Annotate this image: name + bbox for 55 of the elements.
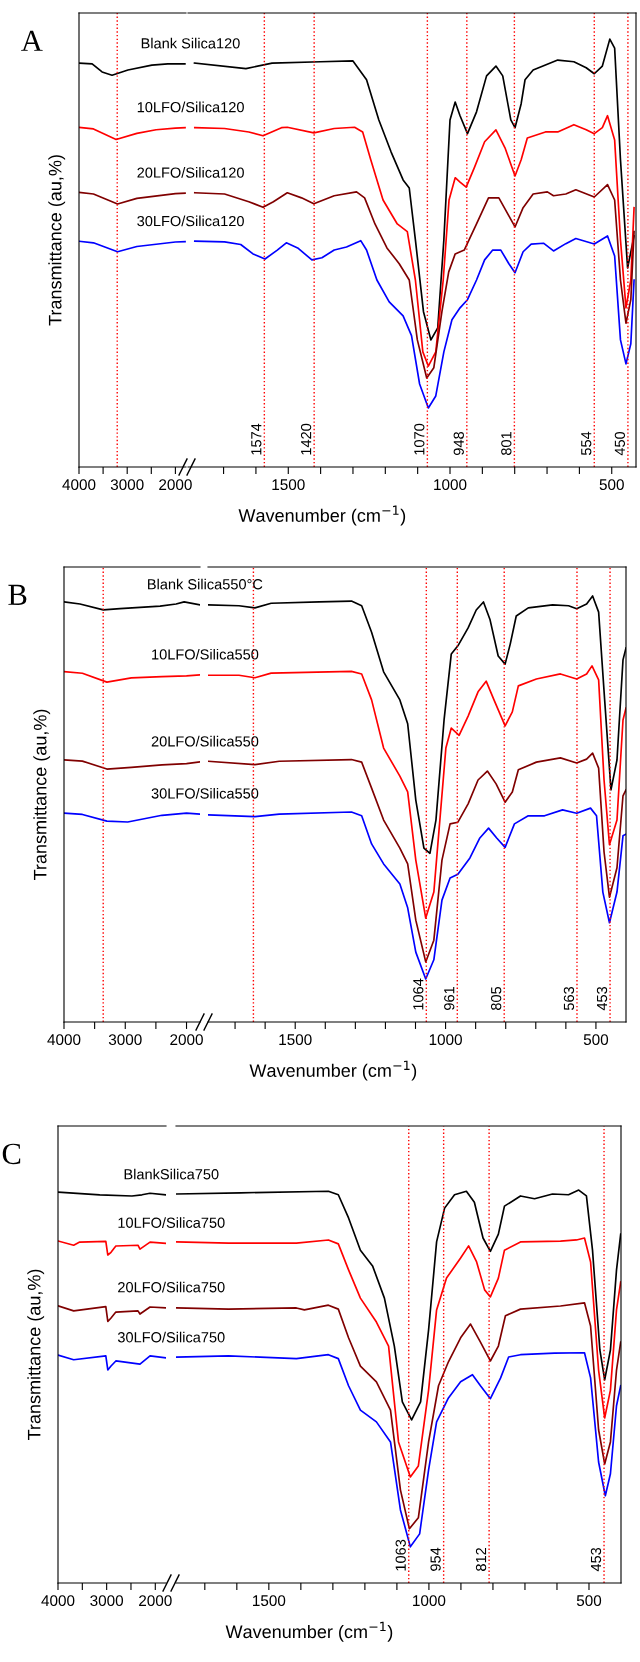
x-tick-label: 3000 (90, 1595, 124, 1607)
x-tick-label: 500 (599, 479, 624, 491)
x-tick-label: 1000 (413, 1595, 446, 1607)
ref-line-label: 1070 (414, 423, 425, 455)
ref-line-label: 1063 (395, 1539, 406, 1571)
ref-line-label: 1420 (300, 423, 312, 455)
chart-title: A (21, 30, 43, 51)
x-tick-label: 2000 (170, 1034, 203, 1046)
ref-line-label: 453 (590, 1547, 602, 1572)
x-tick-label: 1500 (253, 1595, 286, 1607)
ref-line-label: 948 (453, 431, 464, 455)
x-tick-label: 4000 (47, 1034, 81, 1046)
y-axis-title: Transmittance (au,%) (48, 155, 66, 326)
series-label: 30LFO/Silica120 (137, 215, 244, 227)
ref-line-label: 453 (596, 986, 608, 1011)
y-axis-title: Transmittance (au,%) (33, 709, 51, 881)
x-tick-label: 500 (576, 1595, 602, 1607)
x-axis-title: Wavenumber (cm$^{−1}$) (249, 1060, 417, 1081)
chart-title: C (2, 1143, 21, 1165)
series-label: 20LFO/Silica120 (137, 167, 244, 178)
ref-line-label: 1574 (251, 423, 262, 455)
ref-line-label: 812 (475, 1547, 487, 1571)
x-tick-label: 2000 (139, 1595, 172, 1607)
series-label: 30LFO/Silica750 (117, 1331, 225, 1343)
series-label: 20LFO/Silica550 (151, 735, 259, 747)
ref-line-label: 954 (430, 1547, 441, 1571)
series-label: BlankSilica750 (124, 1168, 219, 1180)
x-axis-title: Wavenumber (cm$^{−1}$) (225, 1621, 393, 1642)
chart-title: B (8, 584, 27, 605)
x-axis-title: Wavenumber (cm$^{−1}$) (238, 505, 406, 526)
series-label: 10LFO/Silica550 (152, 648, 259, 660)
x-tick-label: 500 (583, 1034, 609, 1046)
x-tick-label: 3000 (110, 479, 144, 491)
series-label: Blank Silica550°C (148, 578, 263, 590)
x-tick-label: 1500 (279, 1034, 312, 1046)
x-tick-label: 3000 (108, 1034, 142, 1046)
series-label: 30LFO/Silica550 (151, 787, 259, 799)
x-tick-label: 2000 (159, 479, 192, 491)
series-label: 20LFO/Silica750 (118, 1281, 225, 1293)
ref-line-label: 961 (444, 987, 455, 1010)
series-label: 10LFO/Silica750 (118, 1217, 225, 1228)
x-tick-label: 1000 (434, 479, 467, 491)
y-axis-title: Transmittance (au,%) (27, 1269, 45, 1441)
x-tick-label: 4000 (62, 479, 96, 491)
x-tick-label: 1000 (429, 1034, 462, 1046)
x-tick-label: 4000 (41, 1595, 75, 1607)
ref-line-label: 805 (491, 986, 502, 1010)
ref-line-label: 563 (563, 986, 575, 1011)
ref-line-label: 801 (501, 432, 512, 456)
ref-line-label: 450 (614, 431, 626, 456)
ref-line-label: 554 (581, 431, 592, 456)
ref-line-label: 1064 (413, 978, 424, 1010)
series-label: Blank Silica120 (141, 37, 240, 49)
x-tick-label: 1500 (272, 479, 305, 491)
series-label: 10LFO/Silica120 (137, 101, 244, 113)
